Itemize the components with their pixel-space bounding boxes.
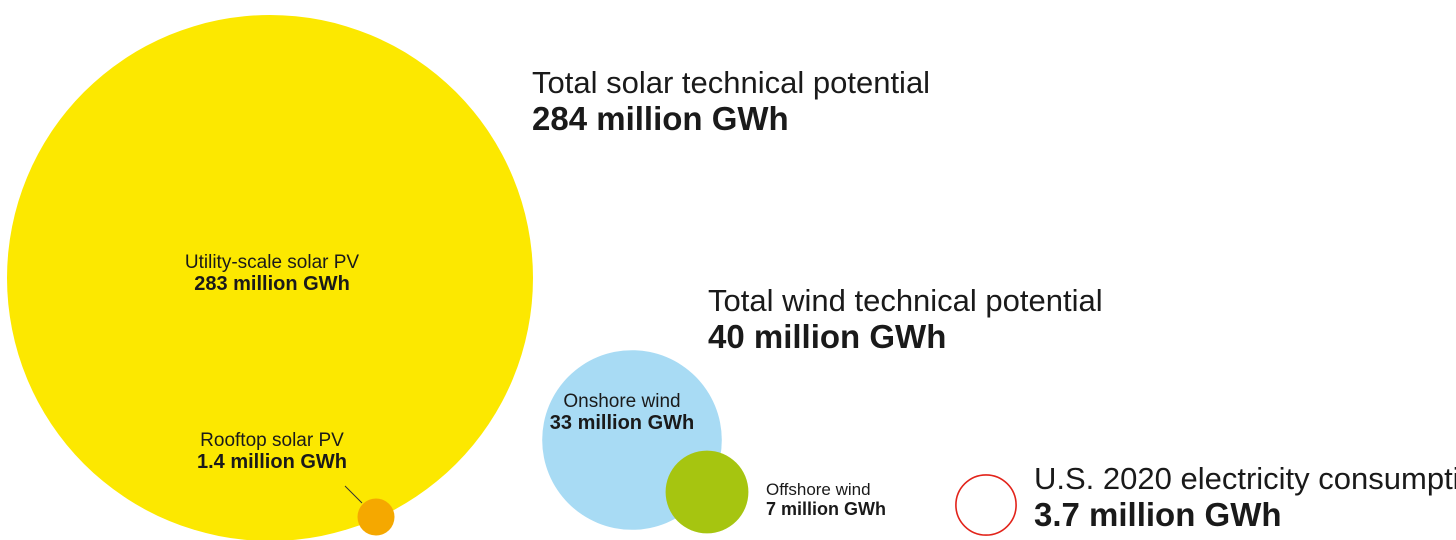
- rooftop-leader-line: [344, 485, 363, 504]
- us-consumption-value: 3.7 million GWh: [1034, 495, 1282, 533]
- us-consumption-bubble: [955, 474, 1017, 536]
- solar-total-label: Total solar technical potential 284 mill…: [532, 65, 931, 138]
- wind-total-value: 40 million GWh: [708, 317, 947, 355]
- onshore-wind-value: 33 million GWh: [549, 412, 695, 435]
- utility-solar-bubble: [7, 15, 533, 540]
- offshore-wind-label: Offshore wind 7 million GWh: [766, 480, 886, 519]
- wind-total-label: Total wind technical potential 40 millio…: [708, 283, 1103, 356]
- rooftop-solar-name: Rooftop solar PV: [200, 430, 344, 451]
- wind-total-name: Total wind technical potential: [708, 283, 1103, 318]
- onshore-wind-label: Onshore wind 33 million GWh: [537, 391, 707, 435]
- offshore-wind-value: 7 million GWh: [766, 499, 886, 520]
- us-consumption-label: U.S. 2020 electricity consumption 3.7 mi…: [1034, 461, 1456, 534]
- utility-solar-label: Utility-scale solar PV 283 million GWh: [172, 252, 372, 296]
- rooftop-solar-value: 1.4 million GWh: [196, 451, 347, 474]
- us-consumption-name: U.S. 2020 electricity consumption: [1034, 461, 1456, 496]
- solar-total-value: 284 million GWh: [532, 99, 789, 137]
- offshore-wind-name: Offshore wind: [766, 480, 871, 499]
- rooftop-solar-label: Rooftop solar PV 1.4 million GWh: [177, 430, 367, 474]
- utility-solar-value: 283 million GWh: [194, 273, 350, 296]
- rooftop-solar-bubble: [357, 498, 395, 536]
- offshore-wind-bubble: [665, 450, 749, 534]
- onshore-wind-name: Onshore wind: [563, 391, 681, 412]
- solar-total-name: Total solar technical potential: [532, 65, 931, 100]
- utility-solar-name: Utility-scale solar PV: [184, 252, 360, 273]
